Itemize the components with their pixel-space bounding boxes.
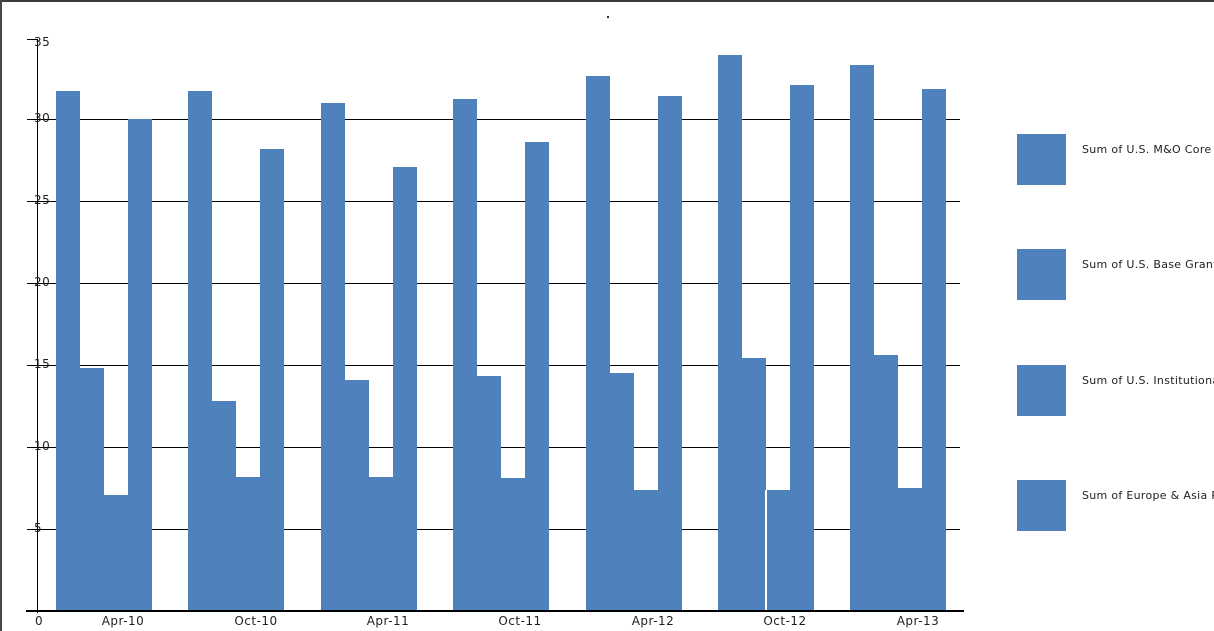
- x-axis-line: [26, 610, 964, 612]
- x-axis-label-Oct-12: Oct-12: [763, 614, 807, 628]
- bar-s2-Apr-13[interactable]: [874, 355, 898, 611]
- legend-swatch-icon: [1017, 249, 1066, 300]
- x-axis-label-Apr-12: Apr-12: [631, 614, 675, 628]
- y-axis-label-10: 10: [34, 439, 51, 453]
- bar-s1-Oct-12[interactable]: [718, 55, 742, 611]
- legend-label: Sum of U.S. Institutiona: [1082, 374, 1214, 387]
- bar-s2-Oct-10[interactable]: [212, 401, 236, 611]
- bar-s3-Apr-12[interactable]: [634, 490, 658, 611]
- legend-item-3[interactable]: Sum of U.S. Institutiona: [1017, 365, 1214, 416]
- x-axis-label-Oct-11: Oct-11: [498, 614, 542, 628]
- legend-label: Sum of U.S. Base Grant: [1082, 258, 1214, 271]
- legend-swatch-icon: [1017, 134, 1066, 185]
- window-left-border: [0, 0, 2, 631]
- bar-s3-Oct-11[interactable]: [501, 478, 525, 611]
- legend-swatch-icon: [1017, 480, 1066, 531]
- gridline-20: [27, 283, 960, 284]
- bar-s4-Apr-12[interactable]: [658, 96, 682, 611]
- bar-s3-Apr-13[interactable]: [898, 488, 922, 611]
- y-axis-label-25: 25: [34, 193, 51, 207]
- stray-pixel-dot: [607, 16, 609, 18]
- gridline-30: [27, 119, 960, 120]
- x-axis-label-Apr-13: Apr-13: [896, 614, 940, 628]
- x-axis-label-Apr-11: Apr-11: [366, 614, 410, 628]
- y-axis-label-0: 0: [35, 614, 44, 628]
- bar-s2-Oct-12[interactable]: [742, 358, 766, 611]
- bar-s4-Oct-11[interactable]: [525, 142, 549, 611]
- y-axis-tick-35: [27, 39, 37, 40]
- y-axis-label-20: 20: [34, 275, 51, 289]
- x-axis-label-Apr-10: Apr-10: [101, 614, 145, 628]
- y-axis-label-5: 5: [34, 521, 43, 535]
- bar-s3-Oct-12[interactable]: [766, 490, 790, 611]
- bar-s2-Apr-10[interactable]: [80, 368, 104, 611]
- bar-s3-Apr-10[interactable]: [104, 495, 128, 611]
- y-axis-line: [37, 39, 38, 613]
- bar-s4-Oct-12[interactable]: [790, 85, 814, 611]
- bar-s1-Apr-11[interactable]: [321, 103, 345, 611]
- gridline-25: [27, 201, 960, 202]
- y-axis-label-30: 30: [34, 111, 51, 125]
- x-axis-label-Oct-10: Oct-10: [234, 614, 278, 628]
- bar-s2-Oct-11[interactable]: [477, 376, 501, 611]
- bar-s3-Apr-11[interactable]: [369, 477, 393, 611]
- white-seam-line: [765, 490, 767, 610]
- bar-s1-Oct-10[interactable]: [188, 91, 212, 611]
- legend-label: Sum of U.S. M&O Core: [1082, 143, 1212, 156]
- window-top-border: [0, 0, 1214, 2]
- legend-swatch-icon: [1017, 365, 1066, 416]
- legend-item-4[interactable]: Sum of Europe & Asia P: [1017, 480, 1214, 531]
- bar-s4-Apr-13[interactable]: [922, 89, 946, 611]
- y-axis-label-15: 15: [34, 357, 51, 371]
- legend-label: Sum of Europe & Asia P: [1082, 489, 1214, 502]
- bar-s4-Apr-11[interactable]: [393, 167, 417, 611]
- bar-s1-Apr-12[interactable]: [586, 76, 610, 611]
- bar-s1-Apr-10[interactable]: [56, 91, 80, 611]
- bar-s1-Apr-13[interactable]: [850, 65, 874, 611]
- legend-item-1[interactable]: Sum of U.S. M&O Core: [1017, 134, 1214, 185]
- gridline-15: [27, 365, 960, 366]
- bar-s4-Oct-10[interactable]: [260, 149, 284, 611]
- bar-s2-Apr-11[interactable]: [345, 380, 369, 611]
- bar-s4-Apr-10[interactable]: [128, 119, 152, 611]
- bar-s2-Apr-12[interactable]: [610, 373, 634, 611]
- bar-s1-Oct-11[interactable]: [453, 99, 477, 611]
- y-axis-label-35: 35: [34, 35, 51, 49]
- legend-item-2[interactable]: Sum of U.S. Base Grant: [1017, 249, 1214, 300]
- bar-s3-Oct-10[interactable]: [236, 477, 260, 611]
